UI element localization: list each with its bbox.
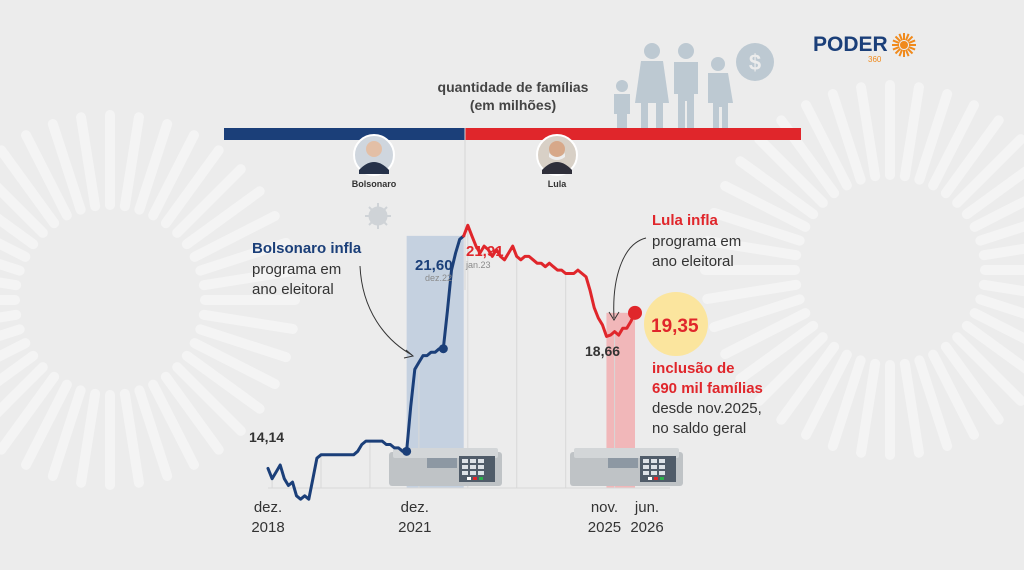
data-point-latest xyxy=(628,305,642,320)
x-tick-label: 2026 xyxy=(630,519,663,536)
avatar-lula xyxy=(536,134,578,176)
annotation-arrow-bolsonaro xyxy=(359,265,413,356)
avatar-label-lula: Lula xyxy=(548,179,567,189)
inclusion-line3: desde nov.2025, xyxy=(652,400,762,417)
series-layer xyxy=(266,223,637,501)
x-tick-label: nov. xyxy=(591,499,618,516)
brand-logo: PODER 360 xyxy=(813,33,916,64)
x-axis: dez. 2018 dez. 2021 nov. 2025 jun. 2026 xyxy=(251,499,663,536)
x-tick-label: dez. xyxy=(401,499,429,516)
x-tick-label: 2021 xyxy=(398,519,431,536)
brand-sub: 360 xyxy=(868,55,882,64)
data-label-start: 14,14 xyxy=(249,429,284,445)
brand-name: PODER xyxy=(813,33,888,56)
gridlines xyxy=(268,225,670,489)
chart-title-line2: (em milhões) xyxy=(470,97,556,113)
x-tick-label: 2025 xyxy=(588,519,621,536)
x-tick-0: dez. 2018 xyxy=(251,499,284,536)
data-point xyxy=(438,344,448,354)
x-tick-3: jun. 2026 xyxy=(630,499,663,536)
data-point xyxy=(402,446,412,456)
data-label-bolsonaro-peak-date: dez.22 xyxy=(425,273,452,283)
ballot-box-icon xyxy=(389,448,502,486)
ballot-box-icon xyxy=(570,448,683,486)
annotation-bolsonaro-line2: ano eleitoral xyxy=(252,281,334,298)
series-line-0 xyxy=(266,234,466,501)
annotation-lula-line1: programa em xyxy=(652,233,741,250)
annotation-bolsonaro-line1: programa em xyxy=(252,261,341,278)
data-label-lula-start: 21,91 xyxy=(466,243,504,260)
inclusion-line2: 690 mil famílias xyxy=(652,380,763,397)
markers xyxy=(402,305,642,456)
data-label-bolsonaro-peak: 21,60 xyxy=(415,257,453,274)
data-label-latest: 19,35 xyxy=(651,316,699,337)
x-tick-2: nov. 2025 xyxy=(588,499,621,536)
data-label-lula-low: 18,66 xyxy=(585,343,620,359)
avatar-bolsonaro xyxy=(353,134,395,176)
period-bar-lula xyxy=(465,128,801,140)
series-line-1 xyxy=(462,223,637,338)
annotation-lula-title: Lula infla xyxy=(652,212,718,229)
chart-title-line1: quantidade de famílias xyxy=(438,79,589,95)
period-bar-bolsonaro xyxy=(224,128,465,140)
family-icon: $ xyxy=(614,43,774,131)
highlight-area-0 xyxy=(406,235,464,488)
inclusion-line4: no saldo geral xyxy=(652,420,746,437)
data-label-lula-start-date: jan.23 xyxy=(465,260,491,270)
virus-icon xyxy=(365,203,391,229)
x-tick-label: dez. xyxy=(254,499,282,516)
svg-text:$: $ xyxy=(749,50,761,75)
x-tick-label: jun. xyxy=(634,499,659,516)
background-sunbursts xyxy=(0,80,1024,490)
annotation-arrow-lula xyxy=(613,237,647,319)
x-tick-label: 2018 xyxy=(251,519,284,536)
annotation-bolsonaro-title: Bolsonaro infla xyxy=(252,240,362,257)
annotation-lula-line2: ano eleitoral xyxy=(652,253,734,270)
avatar-label-bolsonaro: Bolsonaro xyxy=(352,179,397,189)
x-tick-1: dez. 2021 xyxy=(398,499,431,536)
latest-value-bubble xyxy=(644,292,708,356)
inclusion-line1: inclusão de xyxy=(652,360,735,377)
sun-icon xyxy=(892,33,916,57)
